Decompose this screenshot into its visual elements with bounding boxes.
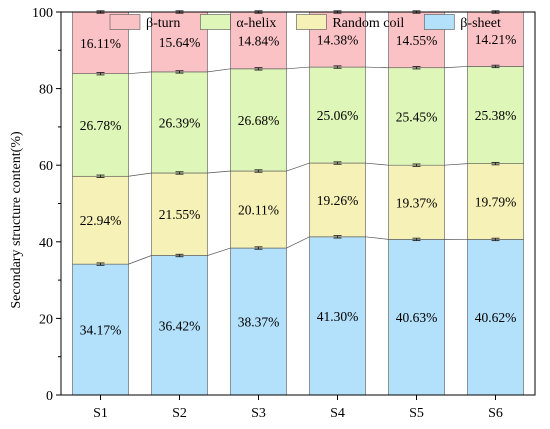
bar-segment [309, 66, 366, 164]
legend-label: β-turn [146, 16, 180, 31]
bar-segment [467, 239, 524, 396]
legend: β-turn α-helix Random coil β-sheet [109, 14, 501, 31]
connector-line [286, 162, 310, 172]
data-label: 41.30% [317, 309, 359, 324]
bar-segment [151, 172, 208, 256]
plot-frame [60, 11, 536, 396]
x-tick-label: S5 [409, 406, 424, 421]
connector-line [128, 71, 152, 75]
data-label: 19.26% [317, 193, 359, 208]
bar-segment [72, 263, 129, 396]
data-label: 16.11% [80, 36, 121, 51]
legend-swatch [109, 14, 141, 30]
y-tick-label: 0 [46, 389, 53, 404]
connector-line [207, 170, 231, 174]
data-label: 25.45% [396, 109, 438, 124]
connector-line [207, 247, 231, 256]
y-axis-title: Secondary structure content(%) [9, 131, 24, 309]
bar-segment [467, 11, 524, 67]
data-label: 19.37% [396, 195, 438, 210]
y-tick-label: 20 [39, 312, 53, 327]
connector-line [128, 172, 152, 177]
plot-area: 34.17% 22.94% 26.78% 16.11% 36.42% 21.55% 26.3… [72, 10, 524, 396]
data-label: 34.17% [80, 323, 122, 338]
bar-segment [388, 164, 445, 240]
data-label: 14.38% [317, 33, 359, 48]
legend-swatch [296, 14, 327, 30]
data-label: 40.62% [475, 310, 517, 325]
y-tick-label: 80 [39, 83, 53, 98]
connector-line [444, 66, 468, 69]
bar-segment [230, 170, 287, 249]
data-label: 15.64% [159, 35, 201, 50]
data-label: 14.55% [396, 33, 438, 48]
data-label: 21.55% [159, 207, 201, 222]
connector-line [444, 163, 468, 166]
data-label: 14.84% [238, 33, 280, 48]
connector-line [365, 236, 389, 240]
data-label: 38.37% [238, 315, 280, 330]
data-label: 22.94% [80, 213, 122, 228]
y-tick-label: 60 [39, 159, 53, 174]
x-tick-label: S3 [251, 406, 266, 421]
axes: 0 20 40 60 80 100 S1 S2 S3 S4 S5 S6 [32, 6, 536, 421]
connector-line [207, 68, 231, 73]
legend-label: β-sheet [460, 16, 501, 31]
data-label: 40.63% [396, 310, 438, 325]
x-tick-label: S6 [488, 406, 503, 421]
connector-line [286, 236, 310, 249]
legend-label: Random coil [332, 16, 404, 31]
y-tick-label: 100 [32, 6, 53, 21]
data-label: 26.68% [238, 113, 280, 128]
connector-line [365, 66, 389, 69]
data-label: 36.42% [159, 318, 201, 333]
data-label: 26.39% [159, 115, 201, 130]
bar-segment [467, 66, 524, 164]
x-tick-label: S2 [172, 406, 187, 421]
data-label: 20.11% [238, 203, 279, 218]
data-label: 14.21% [475, 32, 517, 47]
legend-label: α-helix [236, 16, 276, 31]
bar-segment [309, 236, 366, 396]
connector-line [286, 66, 310, 70]
connector-line [128, 255, 152, 265]
x-tick-label: S1 [93, 406, 108, 421]
bar-segment [388, 239, 445, 396]
data-label: 19.79% [475, 195, 517, 210]
data-label: 25.38% [475, 108, 517, 123]
legend-swatch [423, 14, 455, 30]
bar-segment [230, 11, 287, 70]
bar-segment [230, 68, 287, 172]
data-label: 26.78% [80, 118, 122, 133]
bar-segment [151, 11, 208, 73]
x-tick-label: S4 [330, 406, 345, 421]
legend-swatch [200, 14, 231, 30]
y-tick-label: 40 [39, 236, 53, 251]
bar-segment [388, 67, 445, 166]
bar-segment [151, 255, 208, 396]
data-label: 25.06% [317, 108, 359, 123]
bar-segment [72, 175, 129, 265]
connector-line [365, 162, 389, 166]
